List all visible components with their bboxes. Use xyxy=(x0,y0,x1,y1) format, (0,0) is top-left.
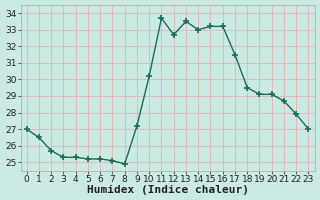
X-axis label: Humidex (Indice chaleur): Humidex (Indice chaleur) xyxy=(87,185,249,195)
